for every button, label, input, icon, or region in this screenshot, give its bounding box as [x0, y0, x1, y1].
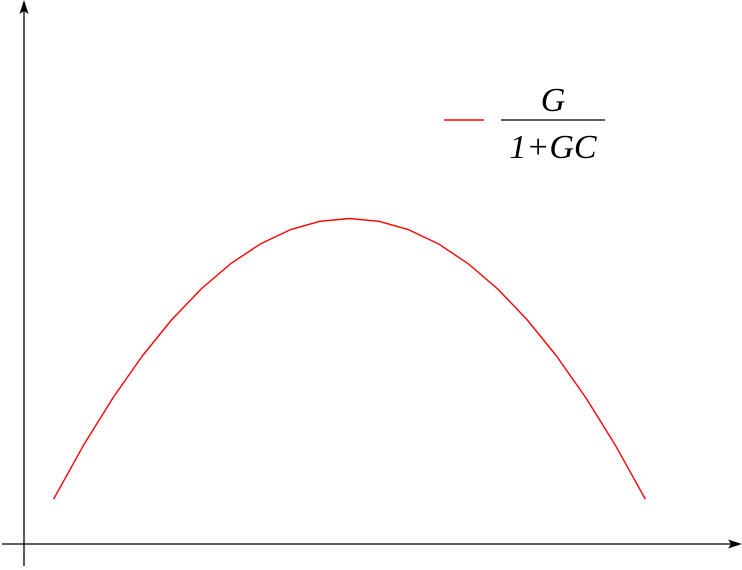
y-axis-arrowhead: [19, 0, 29, 14]
legend-denominator: 1+GC: [509, 129, 596, 166]
series-line-0: [52, 217, 646, 500]
legend-numerator: G: [541, 82, 566, 119]
legend: G 1+GC: [444, 82, 605, 166]
series-layer: [52, 217, 646, 500]
x-axis-arrowhead: [728, 539, 742, 549]
